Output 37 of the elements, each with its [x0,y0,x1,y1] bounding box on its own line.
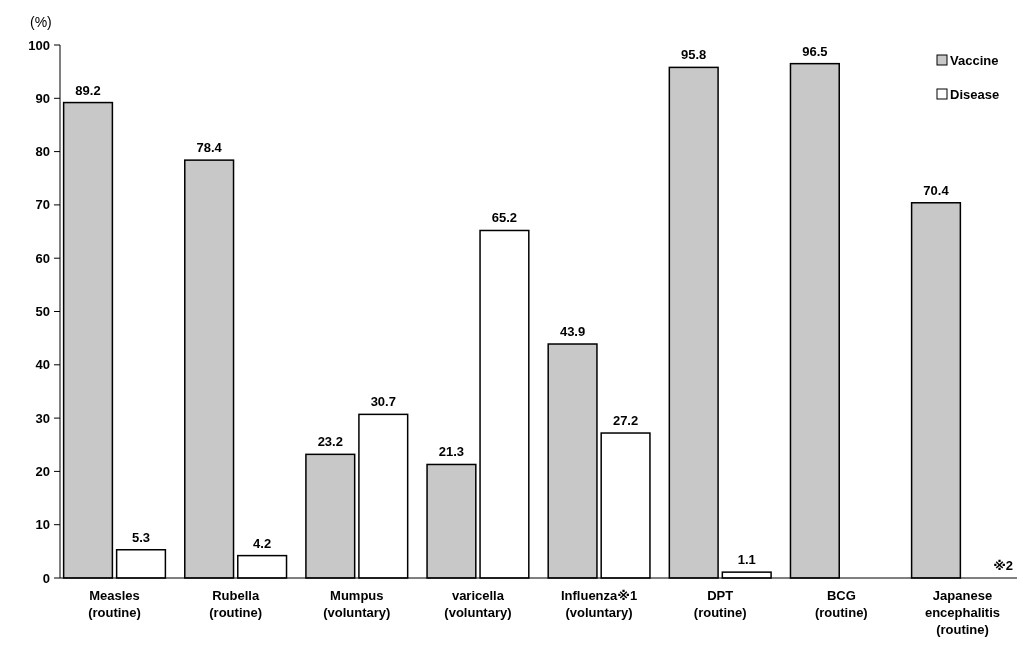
x-tick-label: varicella (voluntary) [444,588,512,620]
y-tick-label: 100 [28,37,50,53]
data-label: 65.2 [491,210,518,226]
data-label: 1.1 [737,552,756,568]
legend-label: Vaccine [950,53,999,68]
y-tick-label: 10 [35,517,50,533]
x-tick-label: BCG (routine) [814,588,868,620]
data-label: 23.2 [317,434,343,450]
y-tick-label: 40 [35,357,50,373]
data-label: 5.3 [131,529,151,545]
y-axis-title: (%) [30,14,52,30]
data-label: 27.2 [612,413,639,429]
data-label: 43.9 [559,324,586,340]
data-label: 21.3 [438,444,465,460]
x-tick-label: DPT (routine) [693,588,747,620]
y-tick-label: 50 [35,304,50,320]
y-tick-label: 90 [35,90,50,106]
data-label: 89.2 [75,82,101,98]
y-tick-label: 80 [35,144,50,160]
data-label: 95.8 [681,47,707,63]
data-label: 70.4 [923,182,950,198]
x-tick-label: Influenza※1 (voluntary) [560,588,638,620]
x-tick-label: Japanese encephalitis (routine) [924,588,1001,637]
y-tick-label: 20 [35,463,50,479]
annotation: ※2 [993,558,1013,573]
x-tick-label: Measles (routine) [88,588,141,620]
y-tick-label: 0 [42,570,50,586]
data-label: 30.7 [370,394,396,410]
x-tick-label: Mumpus (voluntary) [323,588,391,620]
y-tick-label: 60 [35,250,50,266]
y-tick-label: 30 [35,410,50,426]
data-label: 96.5 [802,43,828,59]
data-label: 78.4 [196,140,223,156]
legend-label: Disease [950,87,1000,102]
data-label: 4.2 [253,535,272,551]
x-tick-label: Rubella (routine) [209,588,263,620]
y-tick-label: 70 [35,197,50,213]
